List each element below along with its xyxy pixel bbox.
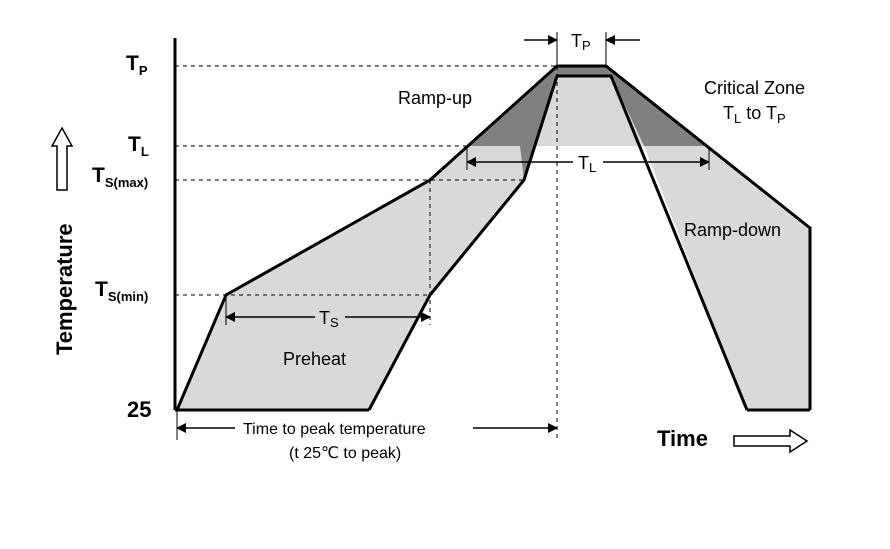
critical-zone-left	[467, 66, 557, 180]
critical-zone-label: Critical Zone	[704, 78, 805, 98]
critical-zone-range-label: TL to TP	[723, 103, 786, 126]
lower-profile-line	[367, 74, 749, 411]
ramp-up-label: Ramp-up	[398, 88, 472, 108]
critical-zone-top	[557, 66, 611, 76]
profile-band-light	[177, 76, 810, 410]
tp-label: TP	[126, 52, 148, 78]
time-right-arrow-icon	[733, 428, 809, 454]
tl-label: TL	[128, 133, 149, 159]
tp-dimension-label: TP	[571, 31, 591, 53]
base-temp-label: 25	[127, 397, 151, 422]
preheat-label: Preheat	[283, 349, 346, 369]
time-title: Time	[657, 426, 708, 451]
time-to-peak-sub-label: (t 25℃ to peak)	[289, 445, 401, 462]
tl-dimension-label: TL	[578, 153, 596, 175]
tsmin-label: TS(min)	[95, 278, 148, 304]
temperature-up-arrow-icon	[50, 126, 74, 191]
temperature-title: Temperature	[52, 223, 77, 355]
time-to-peak-label: Time to peak temperature	[243, 421, 426, 438]
tsmax-label: TS(max)	[92, 164, 148, 190]
ts-dimension-label: TS	[319, 308, 339, 330]
ramp-down-label: Ramp-down	[684, 220, 781, 240]
